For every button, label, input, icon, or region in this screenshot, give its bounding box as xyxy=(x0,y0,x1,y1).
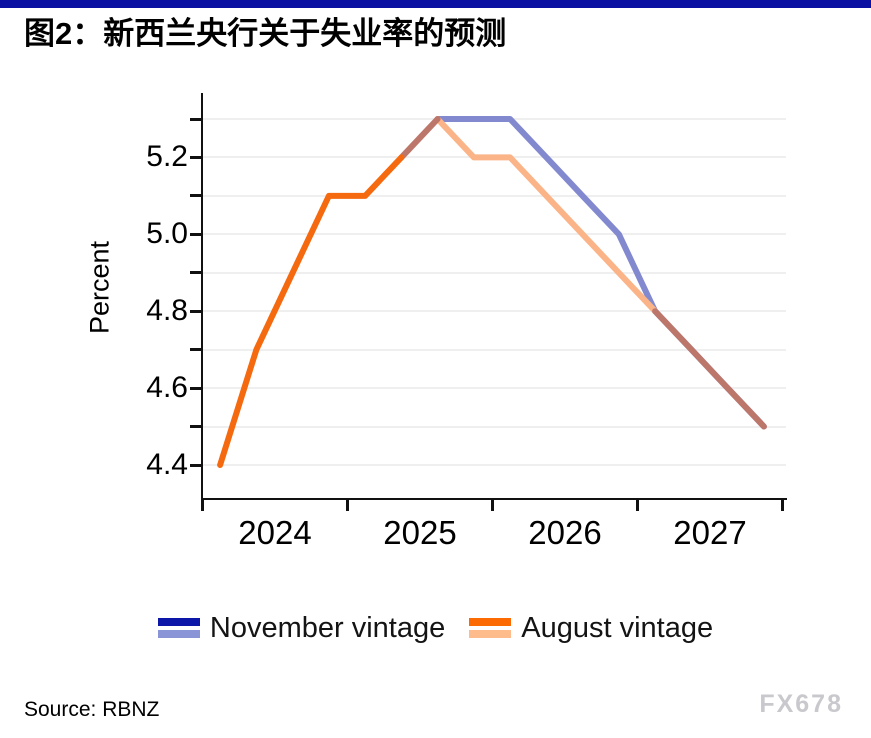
gridline xyxy=(202,233,786,236)
gridline xyxy=(202,156,786,159)
x-tick xyxy=(635,499,639,511)
gridline xyxy=(202,271,786,274)
gridline xyxy=(202,118,786,120)
y-axis-title: Percent xyxy=(84,240,115,335)
x-tick xyxy=(490,499,494,511)
y-tick xyxy=(190,463,201,467)
y-tick-label: 4.8 xyxy=(146,294,188,327)
gridline xyxy=(202,387,786,390)
source-note: Source: RBNZ xyxy=(24,698,160,721)
gridline xyxy=(202,425,786,428)
gridline xyxy=(202,310,786,313)
gridline xyxy=(202,464,786,466)
legend-label: August vintage xyxy=(521,612,714,644)
x-tick-label: 2024 xyxy=(238,514,312,551)
y-tick xyxy=(190,386,201,390)
november-swatch-icon xyxy=(157,618,200,638)
legend-entry-november: November vintage xyxy=(157,608,446,648)
chart-title: 图2：新西兰央行关于失业率的预测 xyxy=(24,16,507,51)
x-axis-line xyxy=(201,498,787,500)
gridline xyxy=(202,194,786,197)
legend-entry-august: August vintage xyxy=(469,608,713,648)
gridline xyxy=(202,348,786,351)
y-tick-label: 4.4 xyxy=(146,448,188,481)
y-tick xyxy=(190,117,201,121)
x-tick-label: 2027 xyxy=(673,514,747,551)
y-tick xyxy=(190,155,201,159)
x-tick-label: 2025 xyxy=(383,514,457,551)
y-tick-label: 4.6 xyxy=(146,371,188,404)
y-tick xyxy=(190,232,201,236)
legend-label: November vintage xyxy=(209,612,446,644)
august-swatch-icon xyxy=(469,618,512,638)
y-tick xyxy=(190,348,201,352)
top-accent-bar xyxy=(0,0,871,8)
y-tick xyxy=(190,425,201,428)
series-segment-overlap-rise xyxy=(398,116,441,161)
x-tick xyxy=(200,499,204,511)
series-segment-overlap-tail xyxy=(652,308,767,430)
y-tick-label: 5.2 xyxy=(146,140,188,173)
x-tick xyxy=(345,499,349,511)
y-tick xyxy=(190,271,201,275)
legend: November vintage August vintage xyxy=(0,608,871,648)
series-segment-august-forecast xyxy=(434,116,659,315)
x-tick-label: 2026 xyxy=(528,514,602,551)
x-tick xyxy=(780,499,784,511)
y-tick xyxy=(190,194,201,198)
y-tick xyxy=(190,309,201,313)
y-axis-line xyxy=(201,93,203,500)
y-tick-label: 5.0 xyxy=(146,217,188,250)
watermark: FX678 xyxy=(759,690,843,718)
